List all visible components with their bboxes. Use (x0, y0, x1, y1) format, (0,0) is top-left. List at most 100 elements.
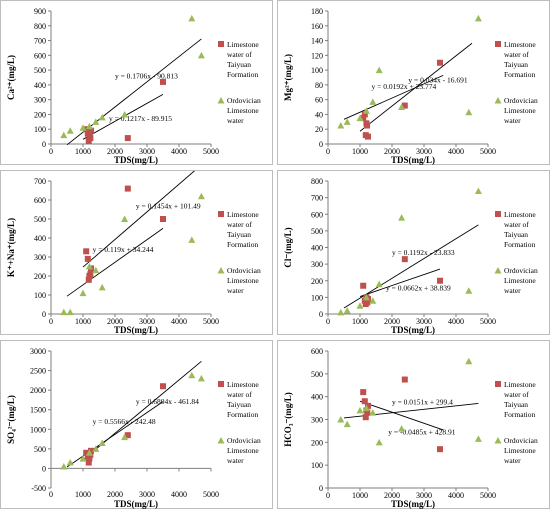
x-tick-label: 1000 (352, 147, 368, 156)
limestone-data-point (401, 102, 408, 109)
trendline (82, 171, 195, 268)
ordovician-data-point (369, 297, 377, 304)
chart-panel-5: -500 0 500 1000 1500 2000 2500 3000 0 1000 2000 300… (0, 340, 273, 509)
y-tick-label: 0 (319, 484, 323, 493)
y-tick-label: 200 (311, 277, 323, 286)
x-axis-title: TDS(mg/L) (114, 155, 158, 165)
y-axis-title: K⁺+Na⁺(mg/L) (6, 218, 16, 277)
trendline-equation: y = 0.1217x - 89.915 (109, 114, 172, 123)
x-tick-label: 0 (326, 317, 330, 326)
ordovician-data-point (375, 438, 383, 446)
y-tick-label: 2500 (30, 367, 46, 376)
y-tick-label: 0 (42, 310, 46, 319)
y-tick-label: 400 (311, 393, 323, 402)
x-axis-title: TDS(mg/L) (391, 325, 435, 335)
scatter-plot-svg: 0 20 40 60 80 100 120 140 160 180 0 1000 2000 3000 400… (283, 7, 538, 165)
y-tick-label: 800 (311, 177, 323, 186)
x-tick-label: 5000 (203, 490, 219, 499)
x-tick-label: 4000 (171, 147, 187, 156)
y-tick-label: 1000 (30, 425, 46, 434)
ordovician-data-point (474, 14, 482, 22)
trendline-equation: y = 0.0662x + 38.839 (386, 283, 451, 292)
y-tick-label: 80 (315, 81, 323, 90)
legend-marker-ordovician (217, 267, 225, 274)
y-tick-label: 200 (311, 438, 323, 447)
trendline-equation: y = 0.1192x - 23.833 (392, 248, 455, 257)
y-axis-title: Ca²⁺(mg/L) (6, 55, 16, 100)
ordovician-data-point (66, 308, 74, 316)
y-tick-label: 0 (42, 140, 46, 149)
trendline-equation: y = 0.0192x + 23.774 (372, 82, 437, 91)
y-tick-label: 0 (319, 310, 323, 319)
legend-marker-ordovician (494, 97, 502, 104)
limestone-data-point (160, 78, 166, 85)
y-tick-label: 300 (34, 96, 46, 105)
x-tick-label: 4000 (448, 147, 464, 156)
ordovician-data-point (356, 406, 364, 414)
x-tick-label: 1000 (75, 317, 91, 326)
y-axis-title: Cl⁻(mg/L) (283, 227, 293, 267)
limestone-data-point (437, 59, 443, 66)
limestone-data-point (365, 133, 371, 140)
x-tick-label: 5000 (203, 317, 219, 326)
y-tick-label: 700 (34, 177, 46, 186)
legend-marker-limestone (218, 211, 224, 217)
limestone-data-point (83, 248, 90, 255)
x-tick-label: 0 (49, 490, 53, 499)
x-tick-label: 1000 (352, 317, 368, 326)
x-tick-label: 3000 (139, 317, 155, 326)
trendline-equation: y = 0.5566x - 242.48 (93, 417, 156, 426)
ordovician-data-point (85, 449, 93, 456)
ordovician-data-point (362, 293, 370, 301)
ordovician-data-point (92, 118, 100, 125)
ordovician-data-point (369, 98, 377, 105)
y-tick-label: 700 (311, 194, 323, 203)
trendline (359, 400, 444, 431)
ordovician-data-point (98, 283, 106, 291)
trendline (66, 401, 164, 468)
x-tick-label: 4000 (448, 317, 464, 326)
limestone-data-point (437, 446, 443, 453)
limestone-data-point (360, 389, 367, 396)
y-tick-label: 500 (34, 66, 46, 75)
x-tick-label: 0 (326, 491, 330, 500)
y-tick-label: 300 (311, 416, 323, 425)
y-tick-label: 20 (315, 125, 323, 134)
x-tick-label: 1000 (75, 490, 91, 499)
trendline-equation: y = 0.0151x + 299.4 (392, 398, 453, 407)
ordovician-data-point (188, 14, 196, 22)
limestone-data-point (87, 271, 94, 278)
limestone-data-point (160, 383, 166, 390)
ordovician-data-point (398, 103, 406, 111)
x-tick-label: 2000 (384, 317, 400, 326)
ordovician-data-point (66, 459, 74, 466)
trendline-equation: y = 0.1706x - 90.813 (115, 71, 178, 80)
legend-label-limestone: Limestone water of Taiyuan Formation (227, 210, 259, 249)
trendline (359, 268, 441, 297)
y-tick-label: 500 (311, 227, 323, 236)
ordovician-data-point (60, 131, 68, 139)
ordovician-data-point (375, 66, 383, 74)
x-tick-label: 5000 (203, 147, 219, 156)
y-tick-label: 120 (311, 51, 323, 60)
y-tick-label: 600 (34, 196, 46, 205)
legend-label-ordovician: Ordovician Limestone water (504, 266, 538, 295)
x-tick-label: 0 (49, 317, 53, 326)
y-tick-label: 160 (311, 22, 323, 31)
trendline-equation: y = 0.119x + 34.244 (93, 245, 154, 254)
x-axis-title: TDS(mg/L) (114, 499, 158, 509)
ordovician-data-point (465, 287, 473, 294)
ordovician-data-point (362, 107, 370, 114)
scatter-plot-svg: 0 100 200 300 400 500 600 700 0 1000 2000 3000 4000 5… (6, 171, 261, 335)
y-tick-label: -500 (31, 484, 46, 493)
ordovician-data-point (398, 425, 406, 432)
trendline-equation: y = 0.6804x - 461.84 (136, 397, 199, 406)
limestone-data-point (88, 447, 94, 454)
ordovician-data-point (369, 409, 377, 416)
trendline-equation: y = 0.034x - 16.691 (408, 76, 467, 85)
ordovician-data-point (398, 214, 406, 221)
limestone-data-point (437, 277, 443, 284)
x-tick-label: 3000 (416, 147, 432, 156)
y-tick-label: 500 (311, 370, 323, 379)
